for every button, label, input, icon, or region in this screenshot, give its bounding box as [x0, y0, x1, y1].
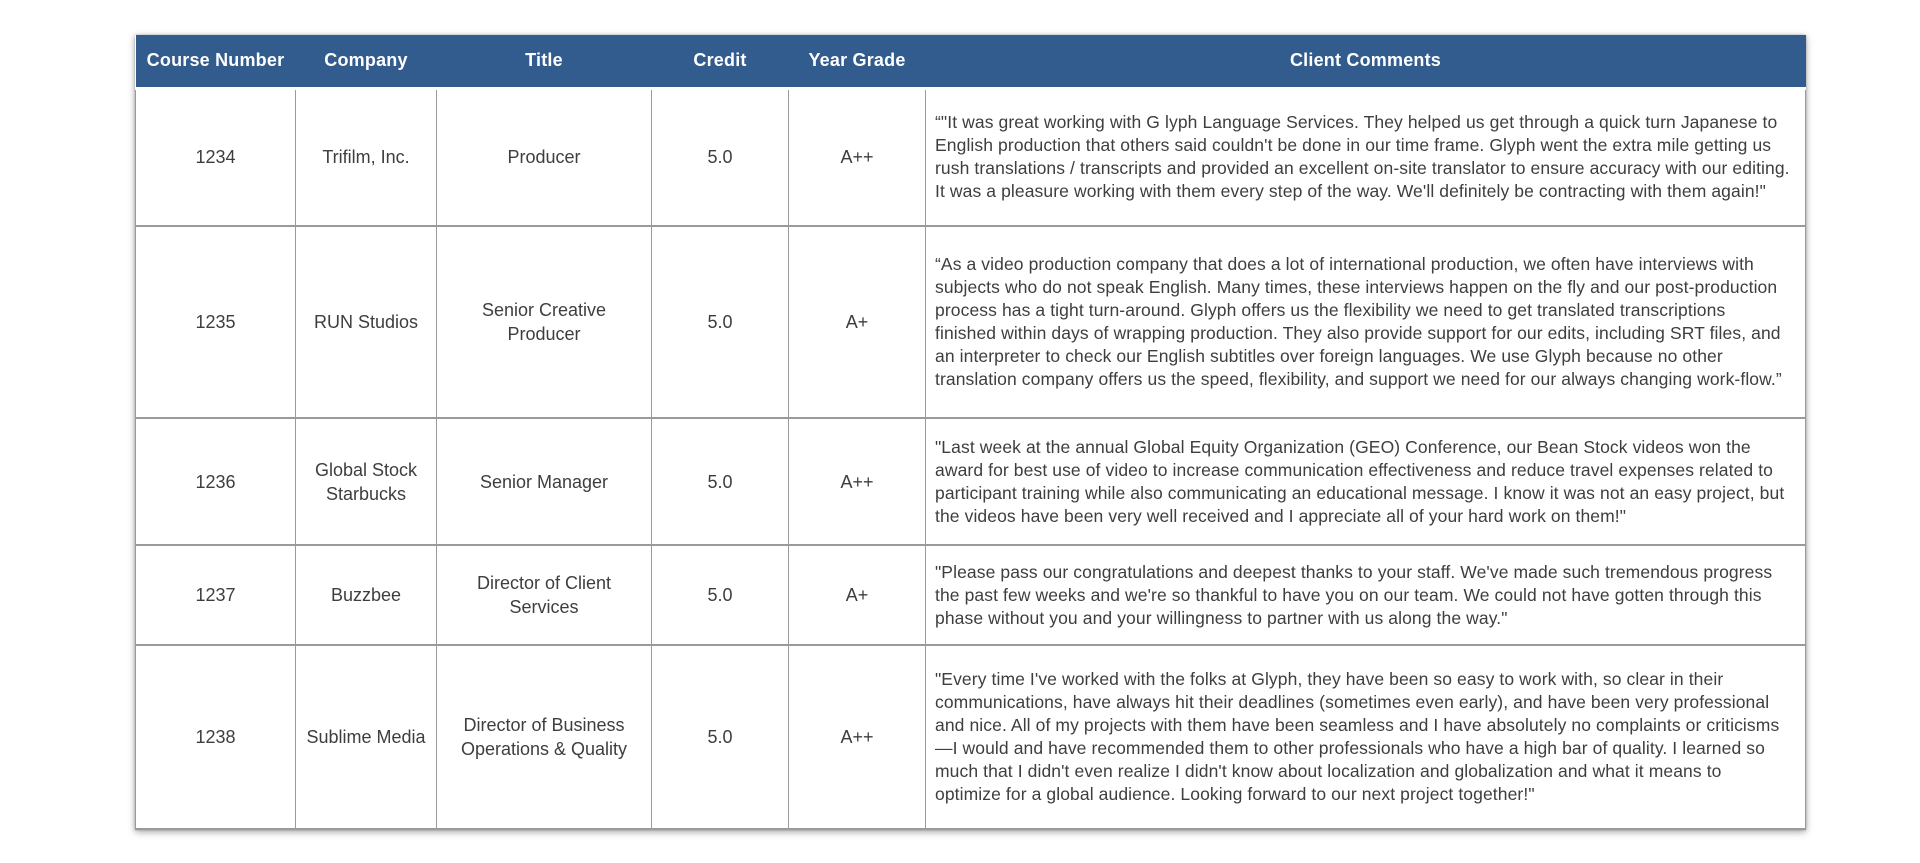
cell-course-number: 1236	[135, 417, 296, 546]
header-row: Course Number Company Title Credit Year …	[135, 35, 1806, 90]
cell-course-number: 1238	[135, 644, 296, 830]
client-feedback-table: Course Number Company Title Credit Year …	[135, 35, 1806, 830]
cell-title: Senior Manager	[436, 417, 652, 546]
cell-title: Senior Creative Producer	[436, 225, 652, 419]
cell-course-number: 1235	[135, 225, 296, 419]
cell-credit: 5.0	[651, 644, 789, 830]
cell-client-comments: “As a video production company that does…	[925, 225, 1806, 419]
cell-client-comments: "Every time I've worked with the folks a…	[925, 644, 1806, 830]
cell-company: Buzzbee	[295, 544, 437, 646]
col-header-credit: Credit	[651, 35, 789, 90]
cell-company: Trifilm, Inc.	[295, 87, 437, 227]
cell-year-grade: A+	[788, 225, 926, 419]
cell-client-comments: "Please pass our congratulations and dee…	[925, 544, 1806, 646]
table-row: 1238 Sublime Media Director of Business …	[135, 644, 1806, 830]
table-row: 1235 RUN Studios Senior Creative Produce…	[135, 225, 1806, 419]
table-row: 1237 Buzzbee Director of Client Services…	[135, 544, 1806, 646]
col-header-course-number: Course Number	[135, 35, 296, 90]
cell-credit: 5.0	[651, 87, 789, 227]
cell-credit: 5.0	[651, 544, 789, 646]
cell-title: Director of Business Operations & Qualit…	[436, 644, 652, 830]
cell-year-grade: A++	[788, 644, 926, 830]
cell-year-grade: A++	[788, 87, 926, 227]
cell-year-grade: A+	[788, 544, 926, 646]
table-row: 1236 Global Stock Starbucks Senior Manag…	[135, 417, 1806, 546]
col-header-client-comments: Client Comments	[925, 35, 1806, 90]
cell-title: Director of Client Services	[436, 544, 652, 646]
cell-credit: 5.0	[651, 225, 789, 419]
col-header-year-grade: Year Grade	[788, 35, 926, 90]
cell-company: Sublime Media	[295, 644, 437, 830]
cell-company: RUN Studios	[295, 225, 437, 419]
cell-company: Global Stock Starbucks	[295, 417, 437, 546]
col-header-company: Company	[295, 35, 437, 90]
cell-client-comments: "Last week at the annual Global Equity O…	[925, 417, 1806, 546]
cell-course-number: 1237	[135, 544, 296, 646]
col-header-title: Title	[436, 35, 652, 90]
cell-client-comments: “"It was great working with G lyph Langu…	[925, 87, 1806, 227]
cell-title: Producer	[436, 87, 652, 227]
cell-year-grade: A++	[788, 417, 926, 546]
cell-credit: 5.0	[651, 417, 789, 546]
client-feedback-table-container: Course Number Company Title Credit Year …	[135, 35, 1806, 830]
cell-course-number: 1234	[135, 87, 296, 227]
table-row: 1234 Trifilm, Inc. Producer 5.0 A++ “"It…	[135, 87, 1806, 227]
